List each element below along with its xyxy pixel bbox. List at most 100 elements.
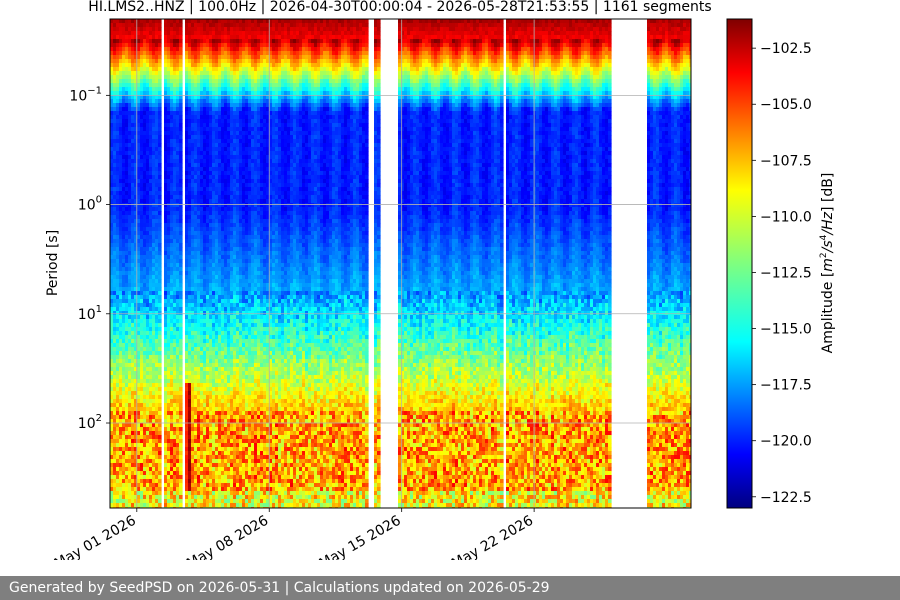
heatmap-cell — [188, 143, 192, 148]
heatmap-cell — [155, 483, 159, 488]
heatmap-cell — [149, 211, 153, 216]
heatmap-cell — [140, 347, 144, 352]
heatmap-cell — [131, 83, 135, 88]
heatmap-cell — [167, 71, 171, 76]
heatmap-cell — [203, 83, 207, 88]
heatmap-cell — [197, 231, 201, 236]
heatmap-cell — [188, 467, 192, 472]
heatmap-cell — [206, 379, 210, 384]
heatmap-cell — [203, 471, 207, 476]
heatmap-cell — [113, 131, 117, 136]
heatmap-cell — [146, 287, 150, 292]
heatmap-cell — [197, 503, 201, 508]
heatmap-cell — [158, 495, 162, 500]
heatmap-cell — [128, 431, 132, 436]
heatmap-cell — [215, 27, 219, 32]
heatmap-cell — [170, 343, 174, 348]
heatmap-cell — [140, 483, 144, 488]
heatmap-cell — [119, 291, 123, 296]
heatmap-cell — [119, 491, 123, 496]
heatmap-cell — [128, 71, 132, 76]
heatmap-cell — [185, 399, 189, 404]
heatmap-cell — [116, 83, 120, 88]
heatmap-cell — [143, 503, 147, 508]
heatmap-cell — [110, 419, 114, 424]
heatmap-cell — [149, 67, 153, 72]
heatmap-cell — [119, 303, 123, 308]
heatmap-cell — [146, 23, 150, 28]
heatmap-cell — [119, 283, 123, 288]
heatmap-cell — [155, 335, 159, 340]
heatmap-cell — [176, 195, 180, 200]
heatmap-cell — [146, 119, 150, 124]
heatmap-cell — [140, 451, 144, 456]
heatmap-cell — [212, 231, 216, 236]
heatmap-cell — [122, 259, 126, 264]
heatmap-cell — [143, 43, 147, 48]
heatmap-cell — [185, 407, 189, 412]
heatmap-cell — [116, 307, 120, 312]
heatmap-cell — [185, 243, 189, 248]
heatmap-cell — [173, 471, 177, 476]
heatmap-cell — [131, 267, 135, 272]
heatmap-cell — [179, 47, 183, 52]
heatmap-cell — [152, 271, 156, 276]
heatmap-cell — [146, 279, 150, 284]
heatmap-cell — [158, 343, 162, 348]
heatmap-cell — [149, 467, 153, 472]
heatmap-cell — [185, 247, 189, 252]
heatmap-cell — [143, 63, 147, 68]
heatmap-cell — [155, 123, 159, 128]
heatmap-cell — [167, 323, 171, 328]
heatmap-cell — [173, 87, 177, 92]
heatmap-cell — [203, 219, 207, 224]
heatmap-cell — [197, 255, 201, 260]
heatmap-cell — [113, 83, 117, 88]
heatmap-cell — [131, 339, 135, 344]
heatmap-cell — [185, 403, 189, 408]
heatmap-cell — [122, 419, 126, 424]
heatmap-cell — [122, 291, 126, 296]
heatmap-cell — [188, 99, 192, 104]
heatmap-cell — [116, 415, 120, 420]
heatmap-cell — [179, 359, 183, 364]
heatmap-cell — [113, 251, 117, 256]
heatmap-cell — [167, 451, 171, 456]
heatmap-cell — [155, 131, 159, 136]
heatmap-cell — [188, 331, 192, 336]
heatmap-cell — [197, 103, 201, 108]
heatmap-cell — [125, 379, 129, 384]
heatmap-cell — [173, 139, 177, 144]
heatmap-cell — [215, 19, 219, 24]
heatmap-cell — [188, 103, 192, 108]
heatmap-cell — [203, 271, 207, 276]
heatmap-cell — [203, 243, 207, 248]
heatmap-cell — [209, 139, 213, 144]
heatmap-cell — [137, 387, 141, 392]
heatmap-cell — [110, 495, 114, 500]
heatmap-cell — [116, 271, 120, 276]
heatmap-cell — [176, 491, 180, 496]
heatmap-cell — [146, 227, 150, 232]
heatmap-cell — [116, 451, 120, 456]
heatmap-cell — [128, 175, 132, 180]
heatmap-cell — [167, 95, 171, 100]
heatmap-cell — [200, 263, 204, 268]
heatmap-cell — [167, 391, 171, 396]
heatmap-cell — [158, 175, 162, 180]
heatmap-cell — [212, 95, 216, 100]
heatmap-cell — [212, 431, 216, 436]
heatmap-cell — [170, 307, 174, 312]
heatmap-cell — [155, 51, 159, 56]
heatmap-cell — [191, 355, 195, 360]
heatmap-cell — [185, 51, 189, 56]
heatmap-cell — [116, 35, 120, 40]
heatmap-cell — [212, 191, 216, 196]
heatmap-cell — [125, 175, 129, 180]
heatmap-cell — [176, 487, 180, 492]
heatmap-cell — [128, 167, 132, 172]
heatmap-cell — [155, 491, 159, 496]
heatmap-cell — [116, 155, 120, 160]
heatmap-cell — [125, 387, 129, 392]
heatmap-cell — [128, 327, 132, 332]
